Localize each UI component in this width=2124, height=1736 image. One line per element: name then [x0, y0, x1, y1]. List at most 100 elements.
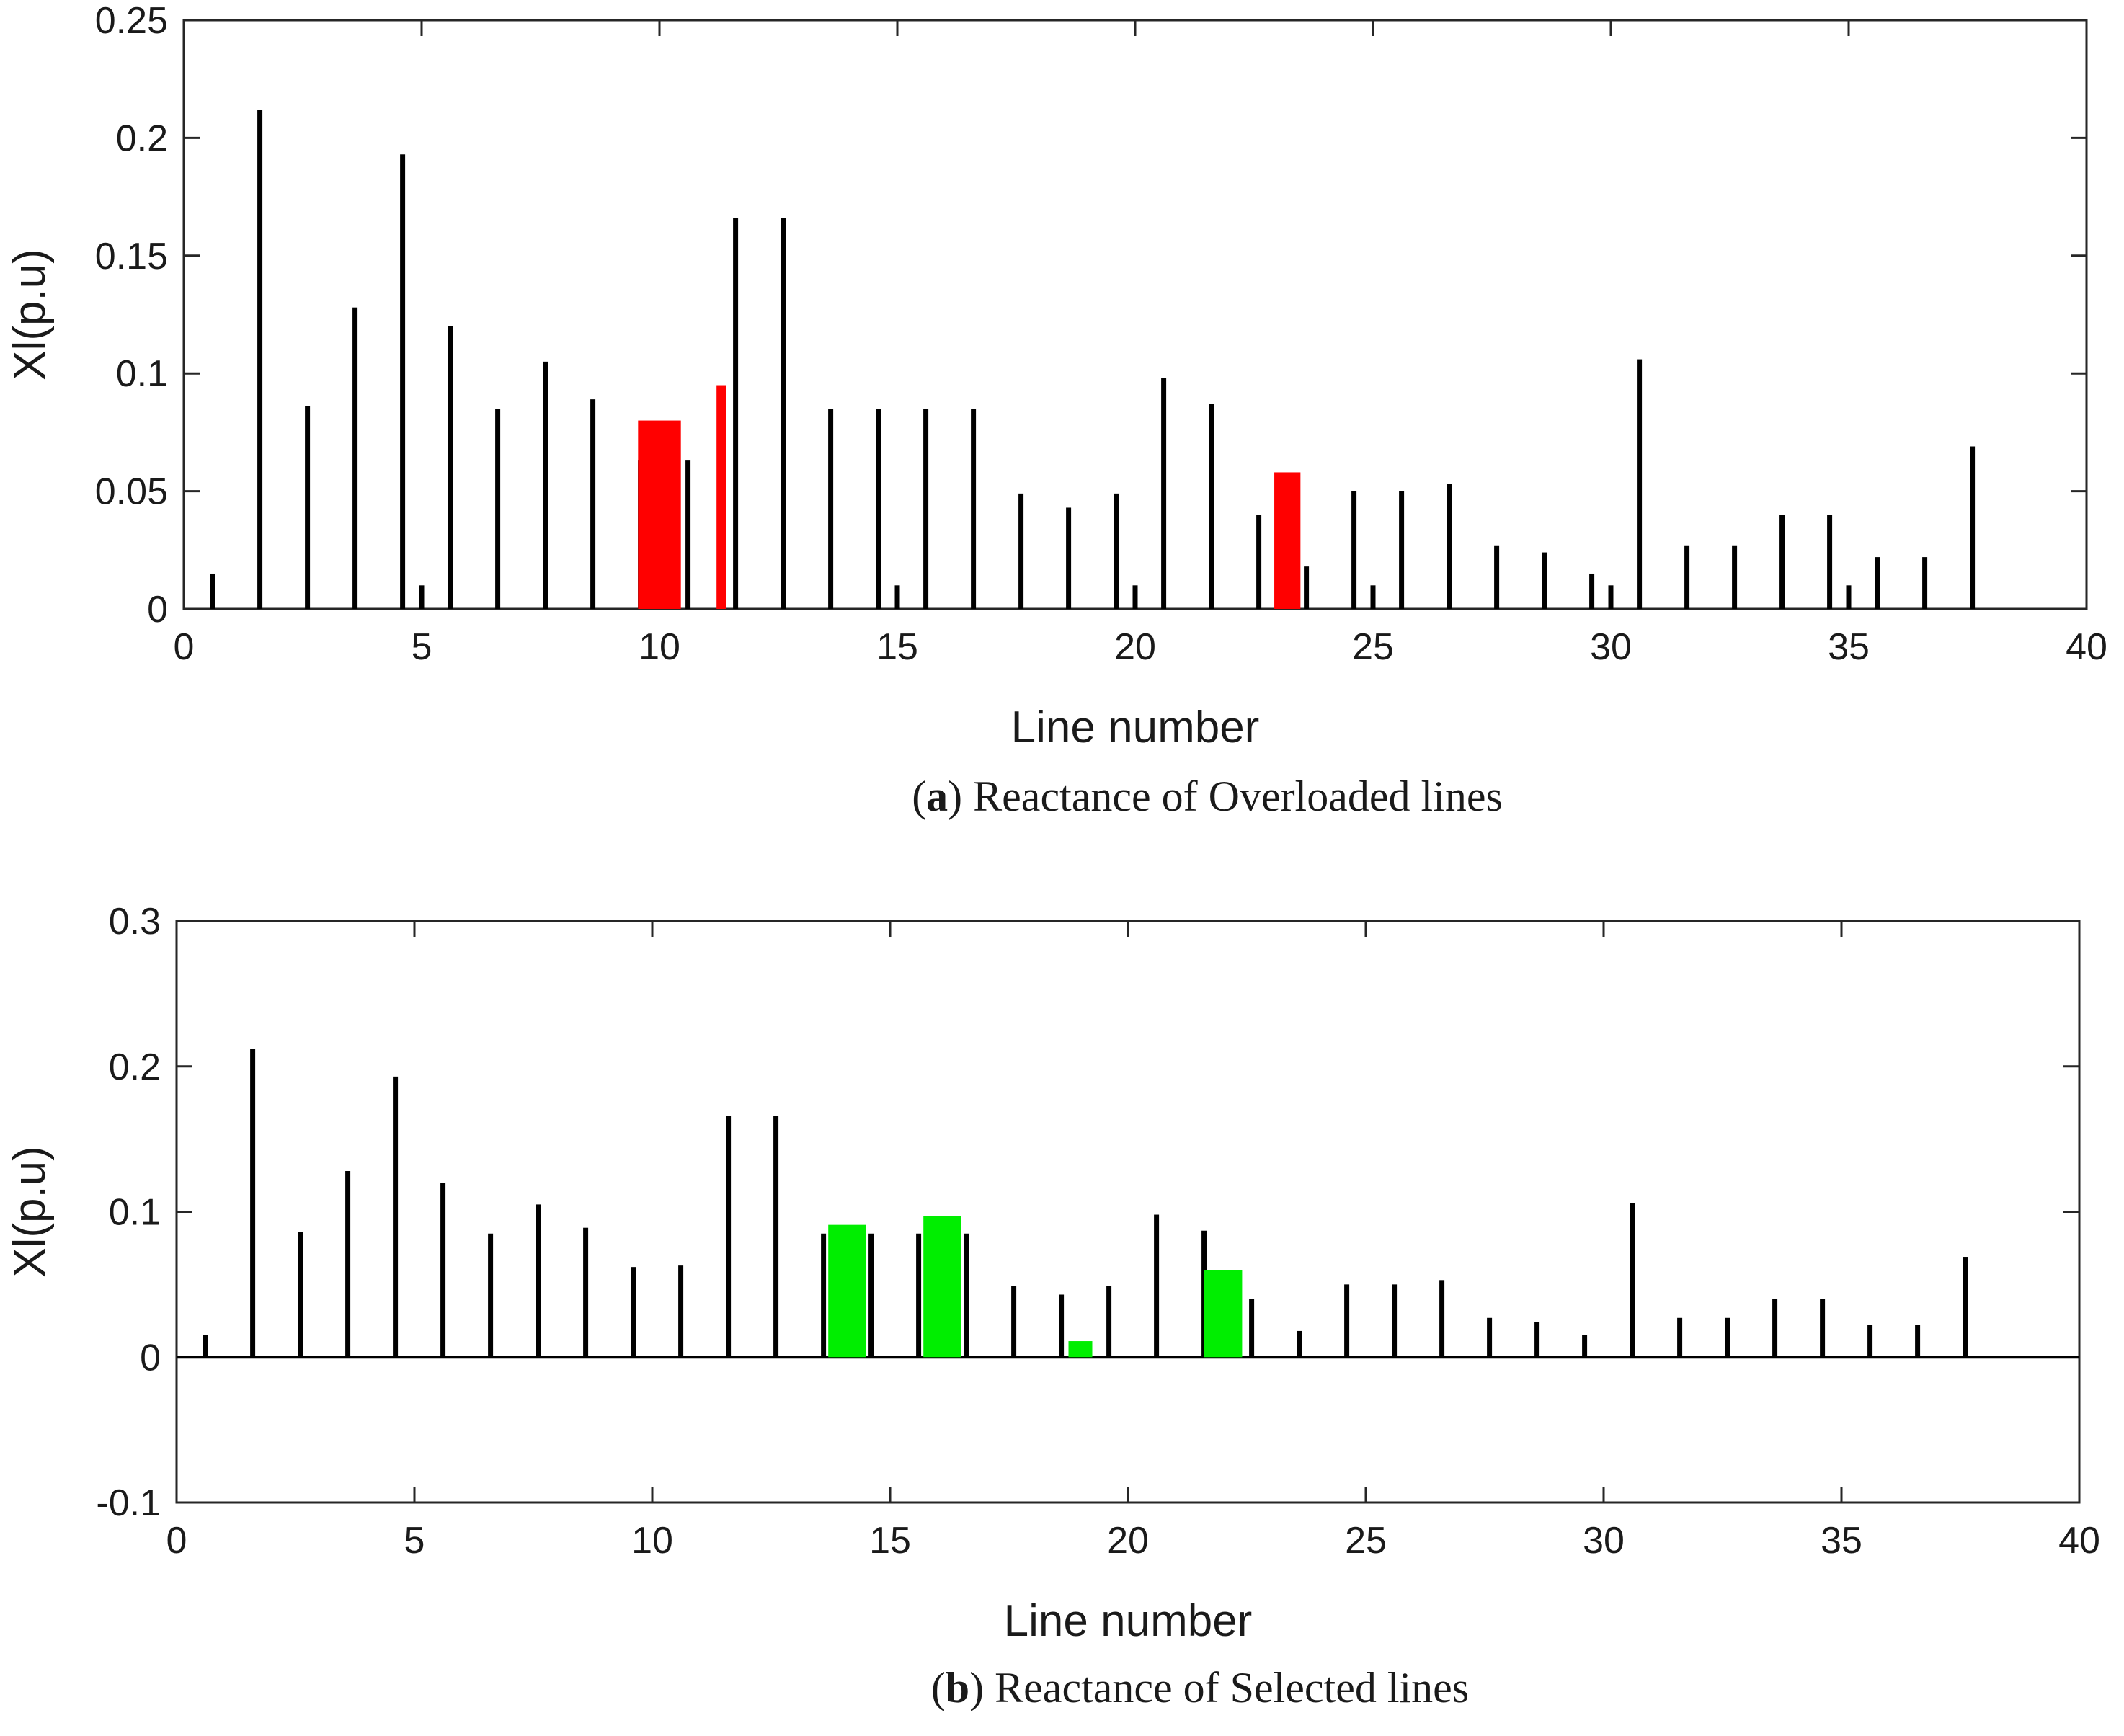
- panel-a-bar-line-1: [257, 110, 263, 609]
- panel-a-xtick-label: 15: [876, 626, 918, 668]
- panel-a-ytick-label: 0.15: [95, 236, 168, 277]
- panel-a-caption: (a) Reactance of Overloaded lines: [912, 773, 1503, 820]
- panel-b-xtick-label: 30: [1583, 1520, 1625, 1562]
- panel-a-caption-text: Reactance of Overloaded lines: [973, 773, 1503, 820]
- panel-a-xtick-label: 30: [1590, 626, 1632, 668]
- panel-a-bar-line-39: [1827, 515, 1833, 609]
- panel-b-bar-line-20: [1154, 1214, 1160, 1358]
- panel-b-ytick-label: 0: [140, 1337, 161, 1379]
- panel-b-bar-line-16: [964, 1233, 969, 1358]
- panel-b-caption: (b) Reactance of Selected lines: [931, 1664, 1469, 1711]
- panel-b-bar-line-7: [536, 1204, 541, 1358]
- panel-b-bar-line-24: [1344, 1284, 1350, 1358]
- panel-b-bar-highlight-0: [828, 1224, 866, 1358]
- panel-a-bar-line-12: [733, 218, 739, 610]
- panel-a-xtick-label: 40: [2066, 626, 2107, 668]
- panel-a-bar-line-6: [448, 326, 453, 609]
- panel-a-ytick-label: 0.25: [95, 0, 168, 42]
- panel-a-ytick-label: 0: [147, 589, 168, 631]
- panel-a-bar-highlight-1: [716, 385, 726, 609]
- panel-b-bar-line-29: [1582, 1335, 1588, 1358]
- panel-b-bar-line-18: [1059, 1294, 1065, 1358]
- panel-a-bar-line-2: [305, 406, 311, 609]
- panel-b-xtick-label: 10: [631, 1520, 673, 1562]
- panel-a-bar-line-27: [1351, 491, 1357, 609]
- panel-b-xtick-label: 5: [404, 1520, 425, 1562]
- panel-a-bar-line-25: [1256, 515, 1262, 609]
- panel-b-bar-line-6: [488, 1233, 494, 1358]
- panel-a-bar-line-41: [1875, 557, 1880, 609]
- panel-a-bar-line-20: [1066, 507, 1072, 609]
- panel-b-caption-letter: b: [946, 1664, 969, 1711]
- panel-a-bar-line-4: [400, 154, 406, 609]
- panel-a-caption-letter: a: [926, 773, 948, 820]
- panel-a-bar-line-32: [1542, 552, 1547, 609]
- panel-a-bar-line-38: [1779, 515, 1785, 609]
- panel-a-bar-highlight-2: [1274, 472, 1301, 609]
- panel-b-bar-highlight-2: [1068, 1341, 1093, 1358]
- panel-a-xtick-label: 20: [1114, 626, 1156, 668]
- panel-b-bar-line-17: [1011, 1286, 1017, 1358]
- panel-b-bar-line-35: [1867, 1325, 1873, 1358]
- panel-a-bar-line-33: [1589, 573, 1595, 609]
- panel-b-bar-line-15: [916, 1233, 922, 1358]
- panel-a-xaxis-label: Line number: [1011, 703, 1260, 752]
- panel-b-ytick-label: -0.1: [96, 1482, 161, 1524]
- panel-b-bar-line-36: [1915, 1325, 1921, 1358]
- panel-b-xaxis-label: Line number: [1004, 1596, 1253, 1646]
- panel-a-bar-line-16: [894, 585, 900, 609]
- panel-a-bar-line-18: [971, 409, 977, 609]
- panel-b-bar-line-14: [868, 1233, 874, 1358]
- panel-b-bar-line-23: [1297, 1330, 1302, 1358]
- panel-a-bar-line-35: [1637, 359, 1643, 609]
- panel-b-bar-line-37: [1963, 1257, 1968, 1358]
- panel-a-bar-line-30: [1447, 484, 1452, 609]
- panel-a-bar-line-3: [352, 307, 358, 609]
- panel-b-bar-line-5: [440, 1183, 446, 1358]
- panel-b-bar-highlight-1: [923, 1216, 961, 1358]
- panel-a-bar-line-22: [1132, 585, 1138, 609]
- panel-a-yaxis-label: Xl(p.u): [5, 249, 55, 380]
- panel-b-ytick-label: 0.3: [109, 901, 161, 943]
- panel-b-bar-line-30: [1630, 1203, 1635, 1358]
- panel-b-bar-highlight-3: [1204, 1270, 1243, 1358]
- panel-b-bar-line-22: [1249, 1299, 1255, 1358]
- panel-a-bar-line-15: [876, 409, 881, 609]
- panel-b-bar-line-13: [821, 1233, 827, 1358]
- panel-b-bar-line-2: [298, 1232, 303, 1358]
- panel-a-bar-line-36: [1684, 545, 1690, 609]
- panel-b-bar-line-19: [1106, 1286, 1112, 1358]
- panel-b-caption-text: Reactance of Selected lines: [995, 1664, 1469, 1711]
- panel-b-bar-line-25: [1392, 1284, 1398, 1358]
- panel-a-bar-line-19: [1018, 493, 1024, 609]
- panel-a-bar-line-37: [1732, 545, 1738, 609]
- panel-a-ytick-label: 0.2: [116, 117, 168, 159]
- panel-a-bar-line-14: [828, 409, 834, 609]
- panel-b-bar-line-31: [1677, 1317, 1683, 1358]
- panel-b-bar-line-10: [678, 1265, 684, 1358]
- panel-a-bar-line-23: [1161, 378, 1167, 609]
- panel-a-bar-line-11: [685, 460, 691, 609]
- panel-a-bar-line-31: [1494, 545, 1500, 609]
- panel-b-ytick-label: 0.2: [109, 1046, 161, 1088]
- panel-a-bar-line-9: [590, 399, 596, 609]
- panel-b-bar-line-26: [1439, 1280, 1445, 1358]
- panel-b-xtick-label: 25: [1345, 1520, 1387, 1562]
- panel-a-bar-line-5: [419, 585, 425, 609]
- panel-a-plot-frame: [182, 19, 2088, 610]
- panel-a-bar-line-43: [1970, 446, 1976, 609]
- panel-a-ytick-label: 0.1: [116, 353, 168, 395]
- panel-b-bar-line-3: [345, 1171, 351, 1358]
- panel-a-bar-line-40: [1846, 585, 1852, 609]
- panel-a-bar-line-8: [543, 361, 548, 609]
- panel-b-bar-line-0: [203, 1335, 208, 1358]
- panel-b-bar-line-8: [583, 1227, 589, 1358]
- panel-a-xtick-label: 10: [639, 626, 680, 668]
- panel-a-xtick-label: 0: [174, 626, 195, 668]
- panel-b-bar-line-32: [1725, 1317, 1730, 1358]
- panel-b-yaxis-label: Xl(p.u): [5, 1146, 55, 1278]
- panel-b-xtick-label: 15: [869, 1520, 911, 1562]
- panel-a-bar-line-0: [210, 573, 215, 609]
